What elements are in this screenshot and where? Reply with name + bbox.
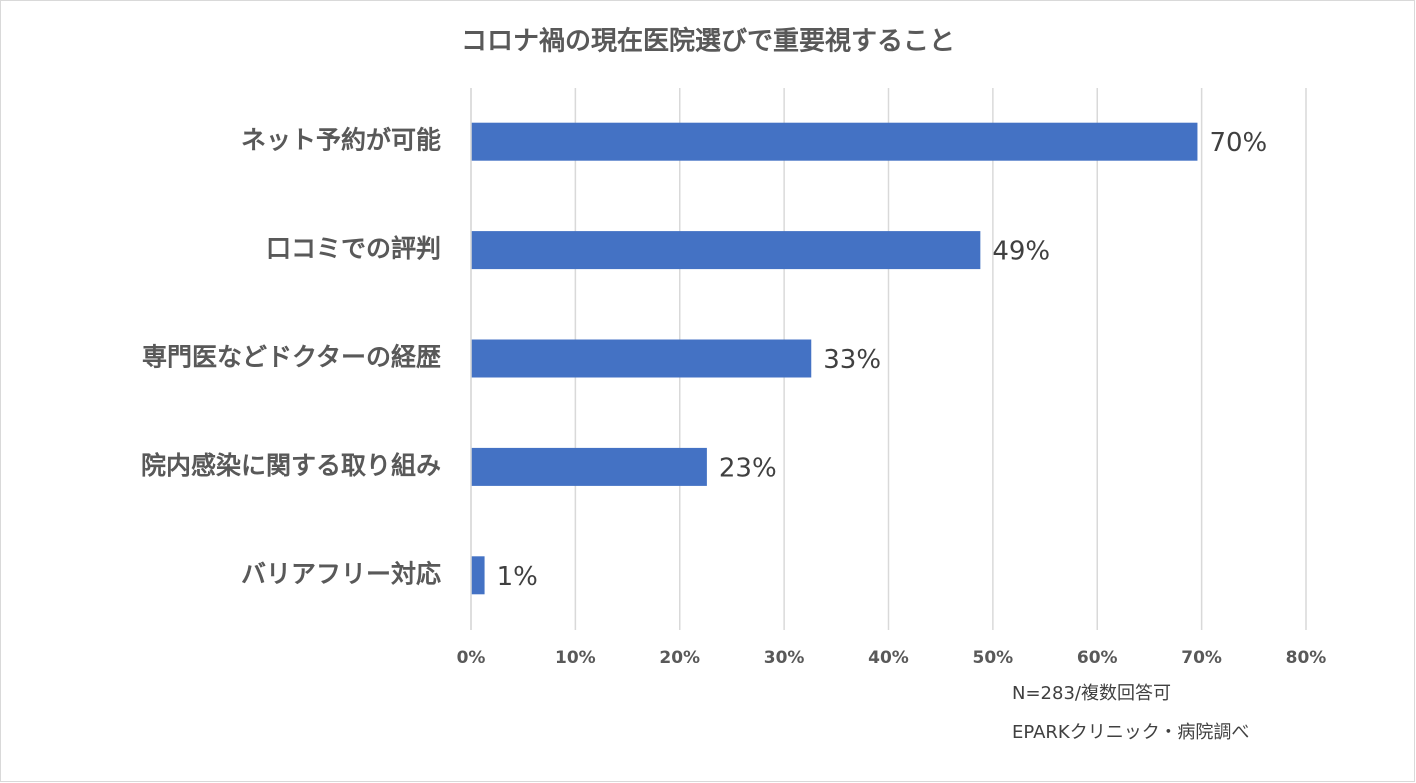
x-tick-label: 60% xyxy=(1077,648,1118,668)
x-tick-label: 70% xyxy=(1181,648,1222,668)
value-label: 33% xyxy=(823,345,881,375)
bar xyxy=(471,339,812,378)
bar xyxy=(471,556,485,595)
x-tick-label: 0% xyxy=(457,648,486,668)
bar xyxy=(471,231,981,270)
bar xyxy=(471,447,707,486)
value-label: 49% xyxy=(992,237,1050,267)
category-label: ネット予約が可能 xyxy=(241,126,441,155)
category-label: 院内感染に関する取り組み xyxy=(141,451,441,480)
category-label: バリアフリー対応 xyxy=(241,559,441,588)
chart-title: コロナ禍の現在医院選びで重要視すること xyxy=(461,26,955,57)
annotation: N=283/複数回答可 xyxy=(1012,683,1171,704)
x-tick-label: 80% xyxy=(1286,648,1327,668)
x-tick-label: 10% xyxy=(555,648,596,668)
x-tick-label: 30% xyxy=(764,648,805,668)
annotation: EPARKクリニック・病院調べ xyxy=(1012,722,1249,743)
value-label: 70% xyxy=(1209,128,1267,158)
value-label: 1% xyxy=(497,562,538,592)
value-label: 23% xyxy=(719,453,777,483)
x-tick-label: 40% xyxy=(868,648,909,668)
x-tick-label: 50% xyxy=(973,648,1014,668)
x-tick-label: 20% xyxy=(659,648,700,668)
category-label: 口コミでの評判 xyxy=(266,234,441,263)
category-label: 専門医などドクターの経歴 xyxy=(142,343,441,372)
bar xyxy=(471,122,1198,161)
